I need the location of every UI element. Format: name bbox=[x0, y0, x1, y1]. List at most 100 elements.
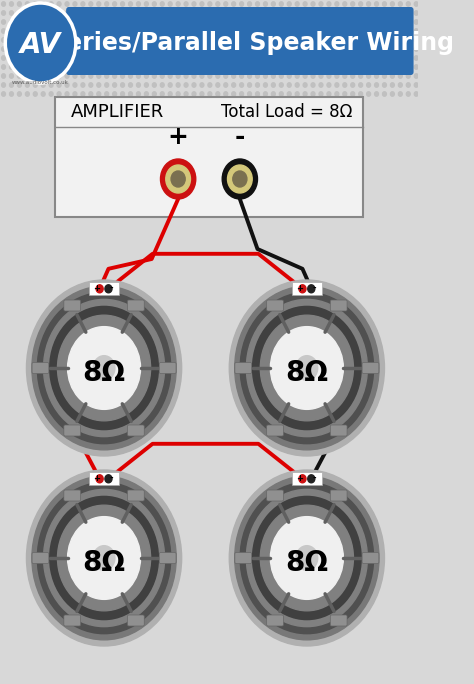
Circle shape bbox=[105, 475, 112, 483]
Circle shape bbox=[49, 29, 53, 34]
Circle shape bbox=[343, 11, 346, 15]
Circle shape bbox=[184, 29, 188, 34]
Circle shape bbox=[246, 300, 367, 436]
Circle shape bbox=[73, 20, 77, 24]
Circle shape bbox=[57, 83, 61, 87]
FancyBboxPatch shape bbox=[32, 363, 49, 373]
Circle shape bbox=[176, 92, 180, 96]
Circle shape bbox=[303, 83, 307, 87]
Circle shape bbox=[351, 92, 355, 96]
Circle shape bbox=[272, 56, 275, 60]
Circle shape bbox=[335, 47, 339, 51]
Circle shape bbox=[168, 83, 172, 87]
Circle shape bbox=[152, 38, 156, 42]
Circle shape bbox=[120, 20, 125, 24]
Circle shape bbox=[279, 20, 283, 24]
Circle shape bbox=[391, 56, 394, 60]
Circle shape bbox=[229, 280, 384, 456]
Text: -: - bbox=[235, 125, 245, 149]
Circle shape bbox=[343, 2, 346, 6]
Circle shape bbox=[128, 47, 132, 51]
Circle shape bbox=[152, 65, 156, 69]
Circle shape bbox=[200, 83, 204, 87]
Circle shape bbox=[279, 47, 283, 51]
Circle shape bbox=[414, 47, 418, 51]
Circle shape bbox=[168, 56, 172, 60]
Circle shape bbox=[18, 74, 21, 78]
Circle shape bbox=[311, 74, 315, 78]
FancyBboxPatch shape bbox=[330, 300, 347, 311]
Circle shape bbox=[374, 38, 378, 42]
Circle shape bbox=[50, 306, 158, 430]
Circle shape bbox=[168, 2, 172, 6]
Circle shape bbox=[81, 2, 85, 6]
Circle shape bbox=[9, 2, 13, 6]
Circle shape bbox=[97, 47, 100, 51]
Circle shape bbox=[73, 65, 77, 69]
Circle shape bbox=[113, 11, 117, 15]
Circle shape bbox=[240, 11, 244, 15]
Circle shape bbox=[192, 65, 196, 69]
Circle shape bbox=[160, 56, 164, 60]
Circle shape bbox=[9, 74, 13, 78]
FancyBboxPatch shape bbox=[159, 363, 176, 373]
FancyBboxPatch shape bbox=[32, 553, 49, 564]
Circle shape bbox=[335, 11, 339, 15]
Circle shape bbox=[383, 2, 386, 6]
Circle shape bbox=[128, 92, 132, 96]
Circle shape bbox=[311, 29, 315, 34]
Circle shape bbox=[137, 83, 140, 87]
Circle shape bbox=[374, 56, 378, 60]
Circle shape bbox=[287, 11, 291, 15]
Circle shape bbox=[97, 56, 100, 60]
Circle shape bbox=[49, 83, 53, 87]
Circle shape bbox=[303, 74, 307, 78]
Circle shape bbox=[41, 65, 45, 69]
Circle shape bbox=[1, 83, 6, 87]
FancyBboxPatch shape bbox=[235, 363, 252, 373]
Circle shape bbox=[41, 11, 45, 15]
Circle shape bbox=[374, 2, 378, 6]
Circle shape bbox=[406, 2, 410, 6]
Circle shape bbox=[406, 83, 410, 87]
Circle shape bbox=[235, 476, 379, 640]
Circle shape bbox=[367, 47, 371, 51]
Circle shape bbox=[208, 20, 212, 24]
Circle shape bbox=[152, 92, 156, 96]
Circle shape bbox=[327, 65, 331, 69]
Circle shape bbox=[105, 56, 109, 60]
Circle shape bbox=[399, 74, 402, 78]
Circle shape bbox=[160, 83, 164, 87]
Text: +: + bbox=[296, 285, 303, 293]
Circle shape bbox=[9, 38, 13, 42]
Circle shape bbox=[232, 83, 236, 87]
Circle shape bbox=[287, 47, 291, 51]
FancyBboxPatch shape bbox=[267, 490, 283, 501]
Circle shape bbox=[81, 83, 85, 87]
Circle shape bbox=[232, 20, 236, 24]
Circle shape bbox=[176, 74, 180, 78]
Circle shape bbox=[308, 285, 315, 293]
Circle shape bbox=[65, 47, 69, 51]
Circle shape bbox=[240, 292, 374, 444]
Circle shape bbox=[335, 56, 339, 60]
Circle shape bbox=[295, 56, 299, 60]
Circle shape bbox=[49, 65, 53, 69]
Circle shape bbox=[224, 56, 228, 60]
Circle shape bbox=[216, 2, 220, 6]
Circle shape bbox=[81, 65, 85, 69]
Circle shape bbox=[81, 74, 85, 78]
Circle shape bbox=[41, 56, 45, 60]
Circle shape bbox=[26, 47, 29, 51]
Circle shape bbox=[255, 2, 259, 6]
Circle shape bbox=[105, 2, 109, 6]
Circle shape bbox=[57, 315, 151, 421]
Circle shape bbox=[113, 47, 117, 51]
Circle shape bbox=[128, 56, 132, 60]
Circle shape bbox=[160, 11, 164, 15]
Circle shape bbox=[18, 65, 21, 69]
Circle shape bbox=[216, 92, 220, 96]
Circle shape bbox=[264, 74, 267, 78]
Circle shape bbox=[216, 83, 220, 87]
Circle shape bbox=[279, 56, 283, 60]
